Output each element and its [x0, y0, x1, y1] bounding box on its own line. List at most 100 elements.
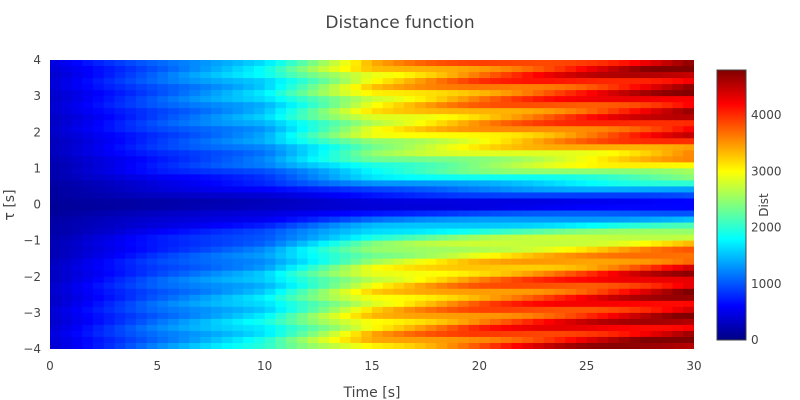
heatmap-cell — [575, 192, 588, 200]
heatmap-cell — [189, 342, 201, 349]
heatmap-cell — [382, 282, 395, 290]
heatmap-cell — [157, 174, 169, 182]
heatmap-cell — [543, 228, 556, 236]
heatmap-cell — [393, 96, 405, 103]
heatmap-cell — [414, 84, 427, 91]
heatmap-cell — [189, 150, 201, 157]
heatmap-cell — [243, 90, 255, 97]
heatmap-cell — [640, 324, 652, 332]
heatmap-cell — [586, 240, 598, 248]
heatmap-cell — [221, 342, 234, 349]
heatmap-cell — [500, 282, 513, 290]
heatmap-cell — [554, 240, 566, 248]
heatmap-cell — [651, 264, 663, 272]
heatmap-cell — [60, 264, 73, 272]
heatmap-cell — [243, 84, 255, 91]
heatmap-cell — [511, 138, 523, 145]
heatmap-cell — [92, 222, 105, 230]
heatmap-cell — [361, 276, 373, 284]
heatmap-cell — [629, 264, 641, 272]
heatmap-cell — [500, 216, 513, 224]
heatmap-cell — [543, 84, 556, 91]
heatmap-cell — [253, 306, 266, 314]
heatmap-cell — [211, 330, 223, 338]
heatmap-cell — [168, 276, 180, 284]
heatmap-cell — [296, 72, 309, 79]
heatmap-cell — [243, 252, 255, 260]
heatmap-cell — [618, 96, 631, 103]
heatmap-cell — [264, 138, 276, 145]
heatmap-cell — [60, 174, 73, 182]
heatmap-cell — [457, 210, 470, 218]
heatmap-cell — [168, 204, 180, 212]
heatmap-cell — [103, 192, 115, 200]
heatmap-cell — [253, 84, 266, 91]
heatmap-cell — [221, 126, 234, 133]
heatmap-cell — [490, 84, 502, 91]
heatmap-cell — [554, 330, 566, 338]
heatmap-cell — [575, 246, 588, 254]
heatmap-cell — [393, 252, 405, 260]
heatmap-cell — [425, 132, 437, 139]
heatmap-cell — [296, 174, 309, 182]
heatmap-cell — [683, 60, 694, 67]
heatmap-cell — [372, 282, 384, 290]
heatmap-cell — [618, 90, 631, 97]
heatmap-cell — [640, 312, 652, 320]
heatmap-cell — [672, 132, 684, 139]
heatmap-cell — [640, 216, 652, 224]
heatmap-cell — [82, 114, 94, 121]
heatmap-cell — [565, 204, 577, 212]
heatmap-cell — [575, 144, 588, 151]
heatmap-cell — [554, 72, 566, 79]
heatmap-cell — [82, 342, 94, 349]
heatmap-cell — [125, 246, 137, 254]
heatmap-cell — [661, 90, 674, 97]
heatmap-cell — [339, 144, 352, 151]
heatmap-cell — [511, 66, 523, 73]
heatmap-cell — [543, 258, 556, 266]
heatmap-cell — [275, 186, 287, 194]
heatmap-cell — [372, 174, 384, 182]
heatmap-cell — [500, 198, 513, 206]
heatmap-cell — [683, 72, 694, 79]
heatmap-cell — [329, 300, 341, 308]
heatmap-cell — [361, 114, 373, 121]
heatmap-cell — [361, 216, 373, 224]
heatmap-cell — [253, 138, 266, 145]
heatmap-cell — [597, 330, 609, 338]
heatmap-cell — [232, 132, 244, 139]
heatmap-cell — [318, 282, 330, 290]
heatmap-cell — [382, 330, 395, 338]
heatmap-cell — [640, 132, 652, 139]
heatmap-cell — [629, 306, 641, 314]
heatmap-cell — [543, 72, 556, 79]
heatmap-cell — [253, 102, 266, 109]
heatmap-cell — [114, 156, 126, 163]
heatmap-cell — [608, 66, 620, 73]
heatmap-cell — [264, 306, 276, 314]
heatmap-cell — [554, 144, 566, 151]
heatmap-cell — [82, 270, 94, 278]
heatmap-cell — [629, 240, 641, 248]
heatmap-cell — [264, 270, 276, 278]
heatmap-cell — [565, 270, 577, 278]
heatmap-cell — [436, 216, 448, 224]
heatmap-cell — [543, 324, 556, 332]
heatmap-cell — [221, 312, 234, 320]
heatmap-cell — [168, 222, 180, 230]
heatmap-cell — [651, 180, 663, 188]
heatmap-cell — [425, 144, 437, 151]
heatmap-cell — [200, 120, 212, 127]
heatmap-cell — [543, 120, 556, 127]
heatmap-cell — [253, 174, 266, 182]
heatmap-cell — [60, 66, 73, 73]
heatmap-cell — [404, 90, 416, 97]
heatmap-cell — [447, 180, 459, 188]
heatmap-cell — [286, 264, 298, 272]
heatmap-cell — [114, 150, 126, 157]
heatmap-cell — [211, 72, 223, 79]
heatmap-cell — [414, 162, 427, 169]
heatmap-cell — [586, 306, 598, 314]
heatmap-cell — [618, 180, 631, 188]
